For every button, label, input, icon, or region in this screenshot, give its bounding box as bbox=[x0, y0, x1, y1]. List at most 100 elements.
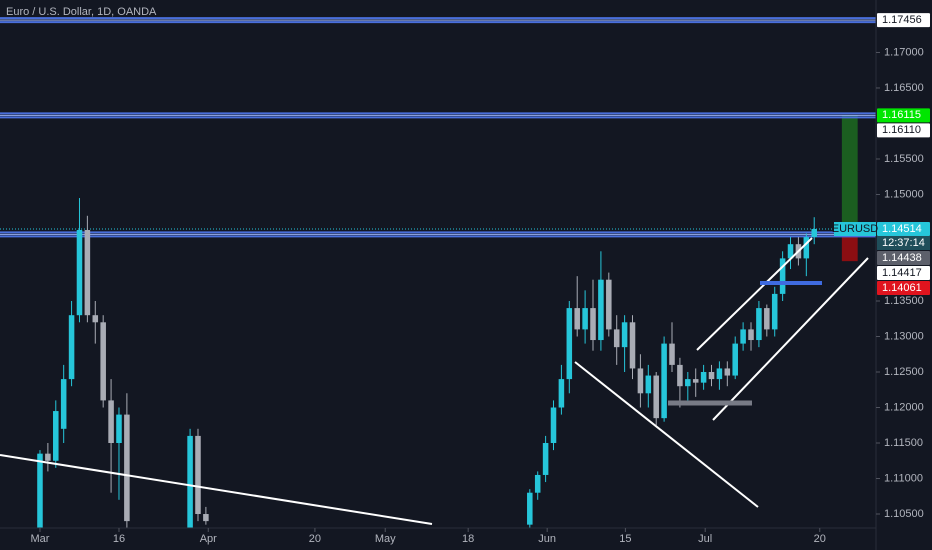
y-tick-label: 1.12500 bbox=[884, 366, 924, 378]
countdown-tag bbox=[877, 235, 930, 250]
drawings bbox=[0, 237, 869, 525]
x-tick-label: Apr bbox=[200, 533, 217, 545]
candle-body bbox=[527, 492, 533, 525]
candle-body bbox=[558, 379, 565, 408]
y-tick-label: 1.15000 bbox=[884, 188, 924, 200]
candle-body bbox=[748, 329, 754, 341]
candle-body bbox=[582, 308, 588, 330]
price-tag bbox=[877, 221, 930, 236]
price-tag-label: 1.17456 bbox=[882, 14, 922, 26]
candle-body bbox=[598, 279, 604, 341]
x-tick-label: 18 bbox=[462, 533, 474, 545]
y-tick-label: 1.15500 bbox=[884, 153, 924, 165]
candle-body bbox=[803, 237, 810, 259]
candle-body bbox=[574, 308, 580, 330]
symbol-tag bbox=[834, 221, 876, 236]
candle-body bbox=[203, 514, 209, 522]
candle-body bbox=[60, 379, 67, 429]
candle-body bbox=[550, 407, 557, 444]
candle-body bbox=[606, 279, 612, 330]
candle-body bbox=[37, 453, 43, 529]
axes: 1.10500 1.11000 1.11500 1.12000 1.12500 1.130… bbox=[30, 13, 930, 545]
candle-body bbox=[92, 315, 99, 323]
y-tick-label: 1.12000 bbox=[884, 401, 924, 413]
candle-body bbox=[811, 228, 817, 238]
candle-body bbox=[732, 343, 738, 376]
x-tick-label: May bbox=[375, 533, 396, 545]
price-tag bbox=[877, 108, 930, 123]
price-tag-label: 1.16115 bbox=[882, 109, 921, 121]
candle-body bbox=[76, 229, 83, 316]
candle-body bbox=[708, 372, 715, 380]
plot-area bbox=[0, 17, 876, 529]
countdown-label: 12:37:14 bbox=[882, 237, 925, 249]
candle-body bbox=[756, 308, 762, 341]
price-tag-label: 1.14514 bbox=[882, 223, 922, 235]
position-profit bbox=[841, 115, 858, 235]
candle-body bbox=[53, 411, 59, 461]
y-tick-label: 1.13500 bbox=[884, 295, 924, 307]
candle-body bbox=[724, 368, 731, 376]
candle-body bbox=[653, 375, 659, 419]
x-tick-label: 15 bbox=[619, 533, 631, 545]
candle-body bbox=[771, 293, 778, 330]
price-tag-label: 1.14061 bbox=[882, 282, 922, 294]
position-loss bbox=[841, 234, 858, 262]
x-tick-label: 20 bbox=[309, 533, 321, 545]
candle-body bbox=[621, 322, 628, 348]
candle-body bbox=[779, 258, 786, 294]
price-tag bbox=[877, 265, 930, 280]
price-tag bbox=[877, 13, 930, 28]
candle-body bbox=[716, 368, 723, 380]
x-tick-label: 20 bbox=[814, 533, 826, 545]
candle-body bbox=[613, 329, 620, 348]
candle-body bbox=[566, 308, 573, 380]
candle-body bbox=[534, 474, 541, 493]
candle-body bbox=[590, 308, 596, 341]
candle-body bbox=[677, 364, 683, 387]
candle-body bbox=[645, 375, 652, 394]
candle-body bbox=[669, 343, 675, 365]
y-tick-label: 1.13000 bbox=[884, 330, 924, 342]
symbol-tag-label: EURUSD bbox=[832, 223, 879, 235]
candle-body bbox=[542, 443, 549, 475]
y-tick-label: 1.17000 bbox=[884, 46, 924, 58]
x-tick-label: Jul bbox=[698, 533, 712, 545]
candle-body bbox=[692, 379, 699, 383]
candle-body bbox=[195, 435, 201, 515]
channel-line bbox=[712, 257, 869, 421]
candle-body bbox=[84, 229, 91, 316]
candle-body bbox=[661, 343, 667, 419]
channel-line bbox=[696, 237, 813, 351]
y-tick-label: 1.11000 bbox=[884, 472, 923, 484]
price-tag-label: 1.14417 bbox=[882, 267, 922, 279]
candle-body bbox=[787, 244, 794, 259]
y-tick-label: 1.11500 bbox=[884, 437, 923, 449]
price-tag bbox=[877, 280, 930, 295]
trend-line bbox=[574, 361, 759, 508]
candle-body bbox=[68, 315, 75, 380]
candle-body bbox=[45, 453, 51, 461]
candle-body bbox=[124, 414, 130, 522]
candle-body bbox=[629, 322, 636, 369]
chart-title: Euro / U.S. Dollar, 1D, OANDA bbox=[6, 6, 157, 18]
price-tag bbox=[877, 250, 930, 265]
trend-line bbox=[0, 454, 433, 525]
price-tag bbox=[877, 123, 930, 138]
candle-body bbox=[685, 379, 691, 387]
candle-body bbox=[108, 400, 114, 444]
candle-body bbox=[700, 372, 707, 383]
candle-body bbox=[637, 368, 644, 394]
x-tick-label: 16 bbox=[113, 533, 125, 545]
candle-body bbox=[740, 329, 746, 344]
price-tag-label: 1.14438 bbox=[882, 252, 922, 264]
x-tick-label: Jun bbox=[538, 533, 556, 545]
candle-body bbox=[187, 435, 193, 529]
candle-body bbox=[764, 308, 770, 330]
y-tick-label: 1.16500 bbox=[884, 82, 924, 94]
candle-body bbox=[116, 414, 122, 444]
candle-body bbox=[100, 322, 106, 401]
